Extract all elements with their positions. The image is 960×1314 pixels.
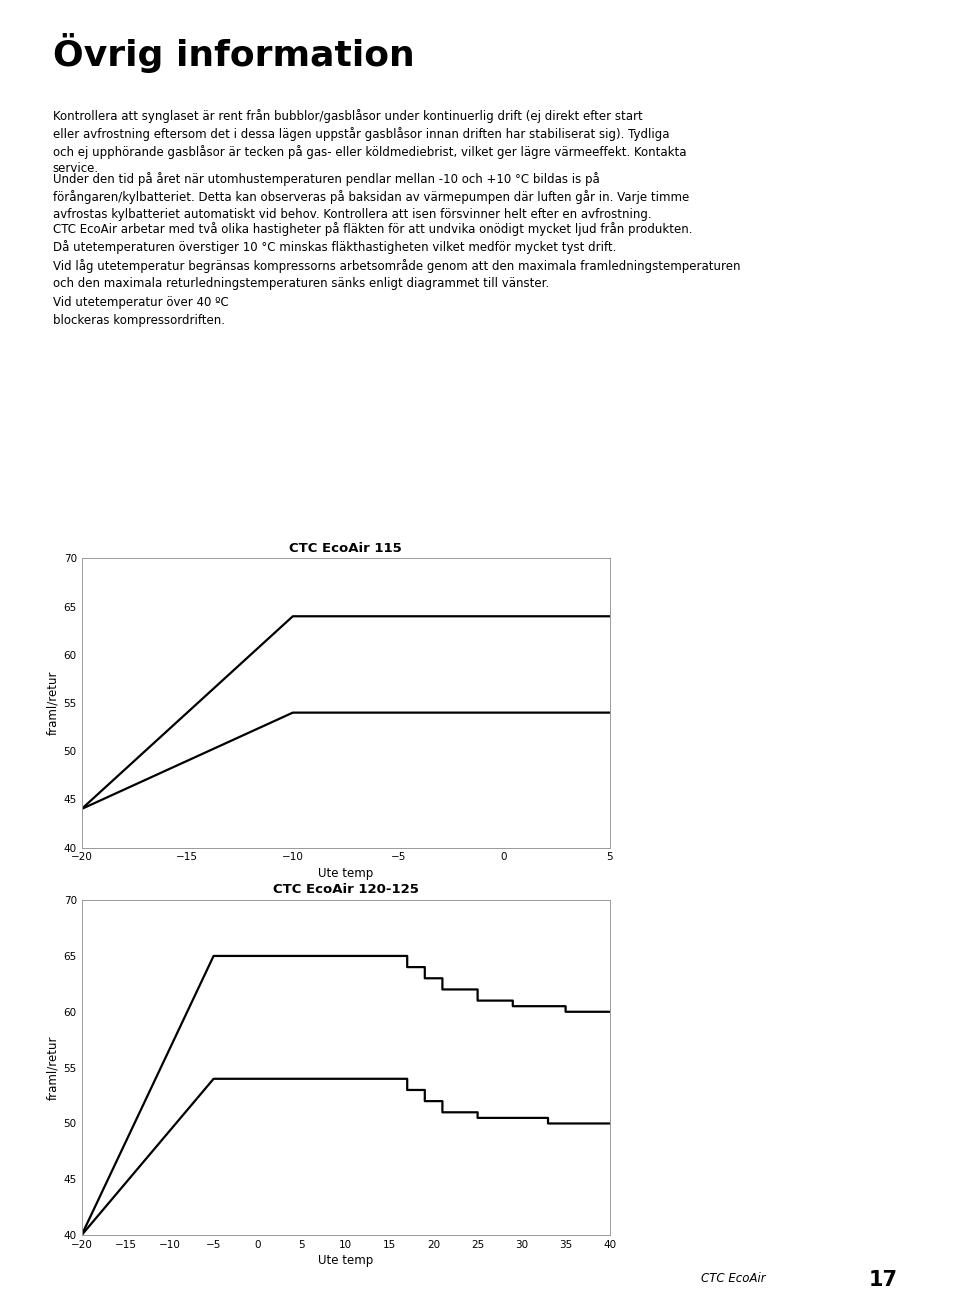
X-axis label: Ute temp: Ute temp	[318, 1254, 373, 1267]
Y-axis label: framl/retur: framl/retur	[46, 1035, 60, 1100]
Text: Under den tid på året när utomhustemperaturen pendlar mellan -10 och +10 °C bild: Under den tid på året när utomhustempera…	[53, 172, 689, 221]
Text: Kontrollera att synglaset är rent från bubblor/gasblåsor under kontinuerlig drif: Kontrollera att synglaset är rent från b…	[53, 109, 686, 175]
Text: 17: 17	[869, 1271, 898, 1290]
Text: Vid låg utetemperatur begränsas kompressorns arbetsområde genom att den maximala: Vid låg utetemperatur begränsas kompress…	[53, 259, 740, 290]
X-axis label: Ute temp: Ute temp	[318, 866, 373, 879]
Text: blockeras kompressordriften.: blockeras kompressordriften.	[53, 314, 225, 327]
Text: Vid utetemperatur över 40 ºC: Vid utetemperatur över 40 ºC	[53, 296, 228, 309]
Title: CTC EcoAir 115: CTC EcoAir 115	[289, 541, 402, 555]
Text: Övrig information: Övrig information	[53, 33, 415, 72]
Text: CTC EcoAir arbetar med två olika hastigheter på fläkten för att undvika onödigt : CTC EcoAir arbetar med två olika hastigh…	[53, 222, 692, 254]
Text: CTC EcoAir: CTC EcoAir	[701, 1272, 765, 1285]
Y-axis label: framl/retur: framl/retur	[46, 670, 60, 736]
Title: CTC EcoAir 120-125: CTC EcoAir 120-125	[273, 883, 419, 896]
